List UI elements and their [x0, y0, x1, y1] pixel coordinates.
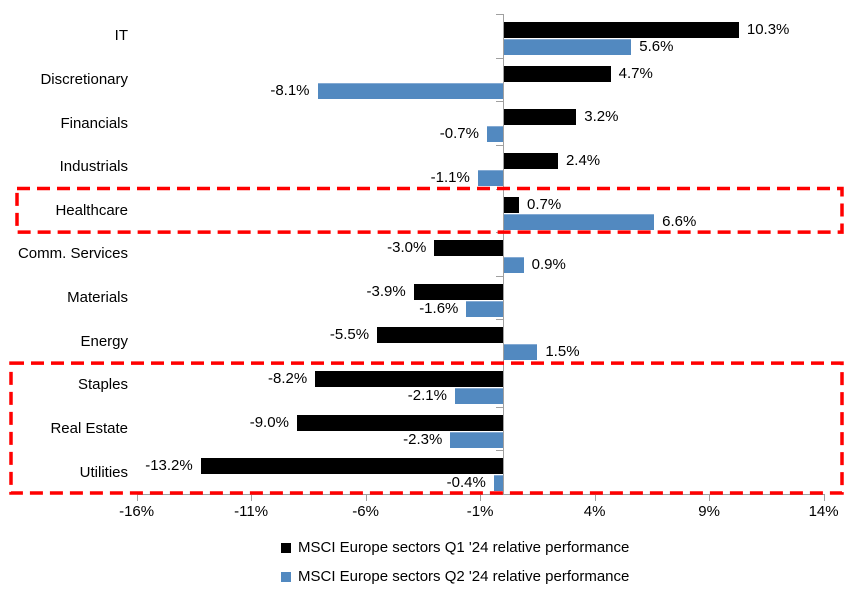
- q2-bar: [486, 126, 503, 143]
- q1-value-label: -5.5%: [329, 326, 370, 344]
- q1-bar: [503, 152, 558, 169]
- q2-bar: [450, 431, 503, 448]
- q2-value-label: 1.5%: [545, 343, 580, 361]
- category-label: Energy: [80, 332, 128, 350]
- q2-value-label: 6.6%: [662, 212, 697, 230]
- category-axis-tick: [496, 275, 503, 277]
- legend-label-q2: MSCI Europe sectors Q2 '24 relative perf…: [298, 568, 630, 585]
- q1-bar: [503, 65, 611, 82]
- q1-bar: [503, 196, 520, 213]
- category-label: Staples: [77, 376, 128, 394]
- q2-value-label: -0.4%: [446, 474, 486, 492]
- q2-bar: [493, 475, 503, 492]
- category-axis-tick: [496, 188, 503, 190]
- legend-item-q1: MSCI Europe sectors Q1 '24 relative perf…: [281, 533, 629, 562]
- q1-bar: [503, 22, 739, 38]
- category-axis-tick: [496, 493, 503, 495]
- q1-bar: [434, 240, 503, 257]
- q2-bar: [503, 39, 632, 55]
- q1-value-label: -3.0%: [387, 239, 427, 257]
- category-label: Real Estate: [50, 420, 128, 438]
- q1-bar: [296, 414, 503, 431]
- x-tick-label: -11%: [234, 503, 269, 520]
- q2-bar: [317, 82, 503, 99]
- q1-value-label: -8.2%: [268, 370, 308, 388]
- x-tick-label: 14%: [808, 503, 839, 520]
- value-axis-tick: [136, 494, 138, 501]
- legend-swatch-q1-icon: [281, 542, 291, 553]
- q2-value-label: 5.6%: [639, 38, 674, 55]
- category-axis-tick: [496, 363, 503, 365]
- value-axis-tick: [365, 494, 367, 501]
- q1-value-label: -13.2%: [145, 457, 193, 475]
- value-axis-tick: [594, 494, 596, 501]
- q2-value-label: -8.1%: [270, 81, 310, 99]
- q1-value-label: 0.7%: [527, 195, 562, 213]
- q2-bar: [477, 169, 503, 186]
- q1-bar: [377, 327, 503, 344]
- category-axis-tick: [496, 319, 503, 321]
- q1-bar: [200, 458, 503, 475]
- category-axis-tick: [496, 232, 503, 234]
- q1-value-label: 10.3%: [746, 21, 790, 38]
- legend-swatch-q2-icon: [281, 571, 291, 582]
- x-tick-label: -6%: [352, 503, 379, 520]
- category-label: Comm. Services: [17, 245, 128, 263]
- q2-bar: [503, 257, 524, 274]
- category-axis-tick: [496, 144, 503, 146]
- x-tick-label: 4%: [583, 503, 606, 520]
- category-axis-tick: [496, 406, 503, 408]
- category-label: Healthcare: [55, 201, 128, 219]
- q2-value-label: 0.9%: [531, 256, 566, 274]
- category-label: Financials: [60, 114, 128, 132]
- legend: MSCI Europe sectors Q1 '24 relative perf…: [281, 533, 629, 591]
- value-axis-tick: [480, 494, 482, 501]
- value-axis-tick: [709, 494, 711, 501]
- q2-value-label: -1.1%: [430, 168, 470, 186]
- category-axis-line: [503, 14, 504, 494]
- q1-bar: [315, 371, 503, 388]
- q2-value-label: -1.6%: [419, 299, 459, 317]
- value-axis-tick: [823, 494, 825, 501]
- category-label: Industrials: [59, 158, 128, 176]
- q1-value-label: -3.9%: [366, 282, 406, 300]
- legend-item-q2: MSCI Europe sectors Q2 '24 relative perf…: [281, 562, 629, 591]
- q1-value-label: 4.7%: [618, 64, 653, 82]
- q1-bar: [503, 109, 577, 126]
- highlight-box: [15, 186, 844, 234]
- category-label: Utilities: [79, 463, 128, 481]
- category-axis-tick: [496, 101, 503, 103]
- x-tick-label: -1%: [466, 503, 494, 520]
- legend-label-q1: MSCI Europe sectors Q1 '24 relative perf…: [298, 539, 630, 556]
- q2-value-label: -2.3%: [403, 430, 443, 448]
- q1-value-label: -9.0%: [249, 413, 289, 431]
- category-axis-tick: [496, 57, 503, 59]
- q2-bar: [454, 388, 503, 405]
- category-axis-tick: [496, 14, 503, 15]
- q1-bar: [413, 283, 503, 300]
- category-label: Discretionary: [40, 70, 128, 88]
- q2-value-label: -0.7%: [439, 125, 479, 143]
- q2-value-label: -2.1%: [407, 387, 447, 405]
- q2-bar: [503, 213, 655, 230]
- q2-bar: [503, 344, 538, 361]
- q2-bar: [466, 300, 503, 317]
- x-tick-label: -16%: [119, 503, 155, 520]
- value-axis-tick: [251, 494, 253, 501]
- category-label: Materials: [67, 289, 128, 307]
- category-label: IT: [114, 27, 128, 45]
- q1-value-label: 2.4%: [565, 151, 601, 169]
- q1-value-label: 3.2%: [584, 108, 619, 126]
- x-tick-label: 9%: [698, 503, 720, 520]
- category-axis-tick: [496, 450, 503, 452]
